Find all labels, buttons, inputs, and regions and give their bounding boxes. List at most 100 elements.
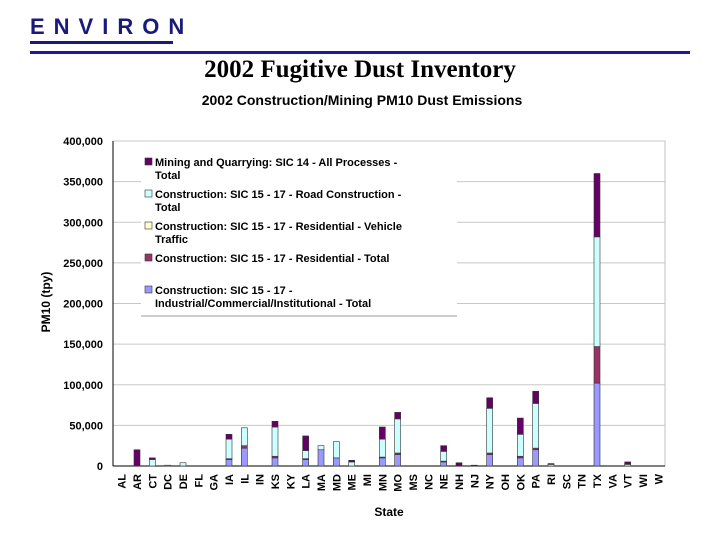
y-tick-label: 50,000 bbox=[69, 420, 103, 432]
y-tick-label: 200,000 bbox=[63, 299, 103, 311]
bar-segment bbox=[440, 445, 447, 452]
bar-segment bbox=[317, 445, 325, 451]
bar-segment bbox=[379, 426, 386, 440]
chart-title: 2002 Construction/Mining PM10 Dust Emiss… bbox=[202, 92, 523, 108]
y-tick-label: 100,000 bbox=[63, 380, 103, 392]
x-tick-label: MD bbox=[331, 474, 343, 491]
bar-segment bbox=[486, 408, 493, 454]
bar-segment bbox=[149, 459, 156, 467]
legend-swatch bbox=[144, 221, 153, 230]
bar-segment bbox=[517, 457, 524, 467]
bar-segment bbox=[133, 449, 141, 467]
x-tick-label: LA bbox=[301, 474, 313, 489]
x-tick-label: VA bbox=[607, 474, 619, 489]
bar-segment bbox=[440, 451, 447, 462]
x-tick-label: TX bbox=[592, 473, 604, 488]
bar-segment bbox=[593, 346, 601, 384]
bar-segment bbox=[379, 457, 386, 467]
legend-swatch bbox=[144, 189, 153, 198]
legend-box bbox=[141, 148, 457, 316]
bar-segment bbox=[271, 457, 279, 467]
legend-label: Construction: SIC 15 - 17 - Residential … bbox=[155, 221, 402, 246]
bar-segment bbox=[379, 438, 386, 458]
bar-segment bbox=[271, 421, 279, 428]
bar-segment bbox=[593, 236, 601, 347]
y-tick-label: 0 bbox=[97, 461, 103, 473]
bar-segment bbox=[225, 434, 233, 440]
x-tick-label: MI bbox=[362, 474, 374, 486]
x-tick-label: NJ bbox=[469, 474, 481, 488]
bar-segment bbox=[547, 463, 555, 465]
bar-segment bbox=[164, 464, 171, 467]
legend-label: Construction: SIC 15 - 17 -Industrial/Co… bbox=[155, 285, 371, 310]
x-tick-label: DC bbox=[163, 474, 175, 490]
bar-segment bbox=[333, 457, 340, 467]
x-tick-label: IL bbox=[239, 474, 251, 484]
x-tick-label: KS bbox=[270, 474, 282, 489]
x-tick-label: NE bbox=[439, 474, 451, 489]
bar-segment bbox=[149, 457, 156, 460]
x-tick-label: FL bbox=[193, 474, 205, 488]
bar-segment bbox=[624, 461, 631, 465]
bar-segment bbox=[593, 173, 601, 238]
x-tick-label: NY bbox=[485, 473, 497, 489]
y-tick-label: 300,000 bbox=[63, 217, 103, 229]
y-axis-label: PM10 (tpy) bbox=[39, 272, 53, 333]
bar-segment bbox=[517, 434, 524, 457]
bar-segment bbox=[532, 449, 539, 467]
bar-segment bbox=[241, 427, 248, 446]
x-tick-label: W bbox=[653, 473, 665, 484]
x-tick-label: VT bbox=[623, 474, 635, 488]
x-tick-label: AR bbox=[132, 474, 144, 490]
legend-swatch bbox=[144, 253, 153, 262]
bar-segment bbox=[532, 390, 539, 404]
x-tick-label: WI bbox=[638, 474, 650, 487]
x-tick-label: OK bbox=[515, 474, 527, 491]
x-tick-label: ME bbox=[347, 474, 359, 491]
bar-segment bbox=[302, 435, 309, 451]
x-tick-label: MO bbox=[393, 474, 405, 492]
x-tick-label: IN bbox=[255, 474, 267, 485]
legend-swatch bbox=[144, 157, 153, 166]
bar-segment bbox=[593, 382, 601, 467]
x-tick-label: GA bbox=[209, 474, 221, 491]
bar-segment bbox=[241, 447, 248, 467]
bar-segment bbox=[440, 461, 447, 467]
bar-segment bbox=[348, 460, 355, 463]
x-tick-label: CT bbox=[147, 474, 159, 489]
bar-segment bbox=[455, 462, 463, 467]
bar-segment bbox=[486, 397, 493, 409]
bar-segment bbox=[225, 438, 233, 459]
legend-label: Mining and Quarrying: SIC 14 - All Proce… bbox=[155, 157, 398, 182]
x-tick-label: OH bbox=[500, 474, 512, 491]
y-tick-label: 400,000 bbox=[63, 136, 103, 148]
x-tick-label: MS bbox=[408, 474, 420, 491]
logo-underline bbox=[30, 41, 173, 44]
x-tick-label: MA bbox=[316, 474, 328, 491]
x-tick-label: MN bbox=[377, 474, 389, 491]
y-tick-label: 350,000 bbox=[63, 177, 103, 189]
y-tick-label: 250,000 bbox=[63, 258, 103, 270]
x-tick-label: DE bbox=[178, 474, 190, 489]
legend-label: Construction: SIC 15 - 17 - Road Constru… bbox=[155, 189, 402, 214]
legend-label: Construction: SIC 15 - 17 - Residential … bbox=[155, 253, 390, 265]
bar-segment bbox=[302, 459, 309, 467]
header-rule bbox=[30, 51, 690, 54]
slide-title-text: 2002 Fugitive Dust Inventory bbox=[204, 56, 516, 83]
bar-segment bbox=[394, 412, 401, 420]
bar-segment bbox=[317, 449, 325, 467]
x-tick-label: PA bbox=[531, 474, 543, 489]
x-tick-label: NC bbox=[423, 474, 435, 490]
bar-segment bbox=[271, 426, 279, 457]
bar-segment bbox=[517, 417, 524, 435]
environ-logo: ENVIRON bbox=[30, 14, 194, 39]
x-tick-label: KY bbox=[285, 473, 297, 489]
x-tick-label: SC bbox=[561, 474, 573, 489]
legend-swatch bbox=[144, 285, 153, 294]
bar-segment bbox=[471, 464, 478, 467]
y-tick-label: 150,000 bbox=[63, 339, 103, 351]
bar-segment bbox=[333, 441, 340, 459]
slide-title: 2002 Fugitive Dust Inventory bbox=[0, 56, 720, 84]
x-tick-label: RI bbox=[546, 474, 558, 485]
